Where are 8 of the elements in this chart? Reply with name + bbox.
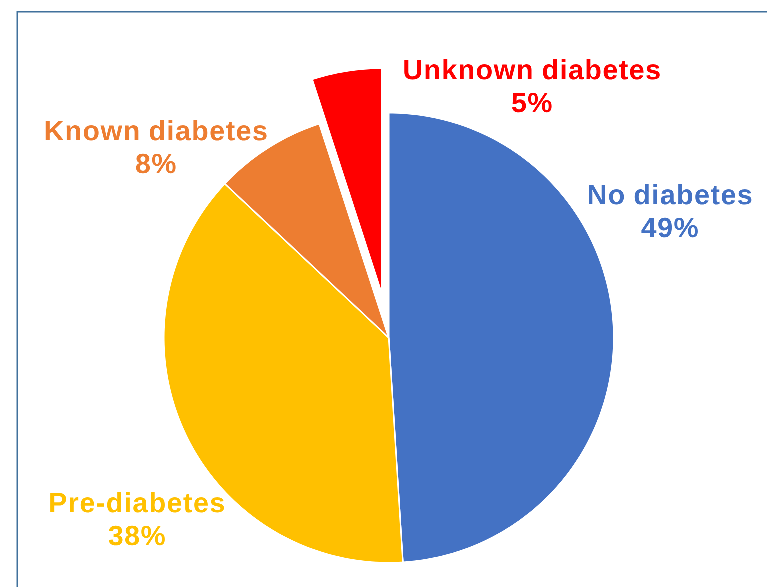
slice-label: Known diabetes — [46, 120, 267, 141]
data-label: 5% — [512, 92, 552, 113]
data-label: 49% — [642, 218, 698, 238]
slice-label: Pre-diabetes — [50, 492, 224, 513]
data-label: 38% — [108, 526, 165, 546]
slice-label: No diabetes — [589, 184, 752, 205]
slice-label: Unknown diabetes — [404, 59, 660, 80]
data-label: 8% — [136, 154, 176, 174]
